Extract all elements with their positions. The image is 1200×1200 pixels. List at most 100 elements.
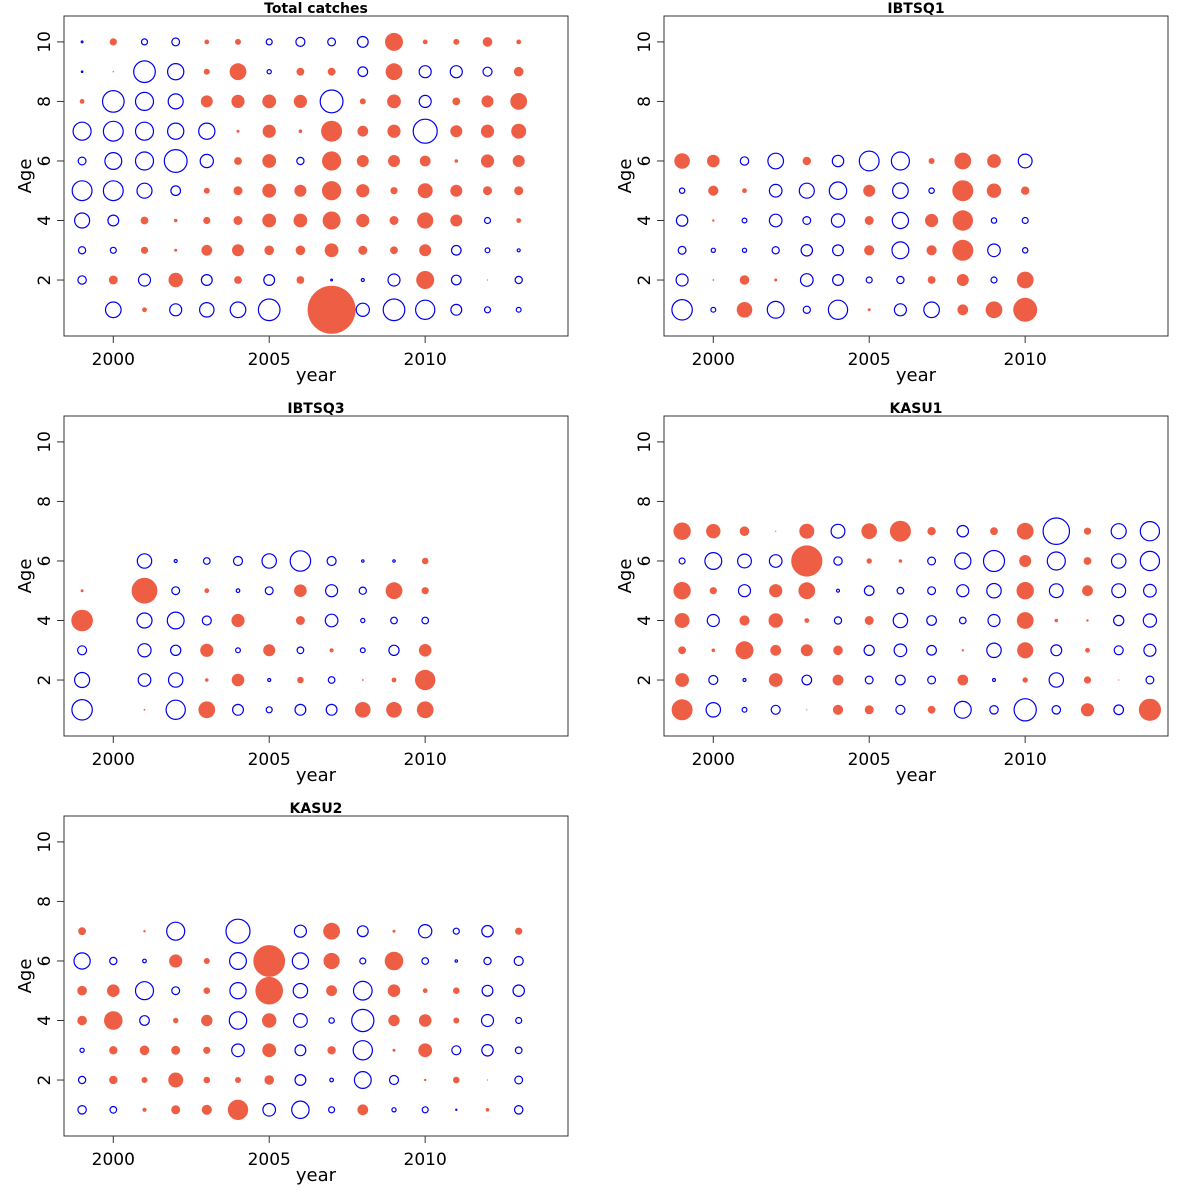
x-axis-label: year <box>296 365 337 386</box>
bubble-2011-age-5 <box>1048 583 1064 599</box>
bubble-1999-age-10 <box>80 40 84 44</box>
bubble-2003-age-5 <box>798 182 815 199</box>
bubble-2002-age-2 <box>167 672 184 688</box>
bubble-2008-age-4 <box>356 213 370 228</box>
bubble-2000-age-6 <box>104 152 123 171</box>
bubble-2010-age-1 <box>421 1106 429 1114</box>
bubble-2004-age-6 <box>833 556 843 566</box>
bubble-2005-age-4 <box>262 1013 277 1028</box>
x-tick-label: 2005 <box>848 750 891 770</box>
bubble-2003-age-4 <box>201 615 212 626</box>
bubble-2004-age-7 <box>236 129 240 133</box>
bubble-2006-age-1 <box>291 1100 310 1120</box>
bubble-2013-age-1 <box>513 1104 524 1115</box>
panel-kasu2: KASU2 2000 2005 2010 2 4 6 8 10 year Age <box>15 801 569 1186</box>
bubble-2000-age-1 <box>109 1105 118 1114</box>
bubble-2003-age-5 <box>203 187 210 194</box>
bubble-2013-age-9 <box>513 66 524 77</box>
bubble-2009-age-5 <box>387 984 401 997</box>
bubble-2009-age-2 <box>990 276 998 284</box>
x-tick-label: 2000 <box>92 1150 135 1170</box>
bubble-2003-age-2 <box>205 678 209 682</box>
bubble-2011-age-1 <box>450 303 463 316</box>
bubble-2002-age-3 <box>771 246 780 255</box>
bubble-2005-age-5 <box>264 586 274 596</box>
bubble-2005-age-7 <box>861 523 877 539</box>
bubble-2005-age-3 <box>264 245 275 256</box>
bubble-2003-age-3 <box>203 1046 211 1054</box>
bubble-2012-age-2 <box>486 1079 489 1081</box>
bubble-2007-age-6 <box>322 151 342 171</box>
bubble-2009-age-5 <box>390 187 398 195</box>
plot-frame <box>663 415 1169 737</box>
x-tick-label: 2000 <box>92 750 135 770</box>
bubble-2000-age-7 <box>102 120 124 142</box>
bubble-2010-age-4 <box>1021 216 1029 225</box>
bubble-2010-age-2 <box>416 271 435 289</box>
bubble-2009-age-4 <box>390 616 398 625</box>
bubble-2010-age-3 <box>418 644 432 657</box>
bubble-2001-age-10 <box>140 38 149 46</box>
bubble-2004-age-2 <box>234 276 242 284</box>
bubble-2008-age-5 <box>352 980 373 1001</box>
bubble-2010-age-4 <box>1016 612 1034 629</box>
bubble-2013-age-1 <box>515 306 522 313</box>
y-axis-label: Age <box>15 559 36 594</box>
bubble-2012-age-5 <box>483 186 492 196</box>
bubble-1999-age-5 <box>678 187 686 195</box>
bubble-2007-age-4 <box>328 1017 335 1024</box>
bubble-2002-age-4 <box>768 213 783 228</box>
bubble-1999-age-4 <box>73 212 91 229</box>
y-tick-label: 2 <box>635 275 655 286</box>
y-tick-label: 8 <box>635 496 655 507</box>
bubble-2010-age-7 <box>418 923 433 939</box>
bubble-2011-age-6 <box>454 959 459 963</box>
y-tick-label: 10 <box>35 831 55 853</box>
bubble-1999-age-4 <box>77 1015 87 1026</box>
bubble-2000-age-9 <box>112 70 115 73</box>
panel-title: KASU1 <box>890 401 943 417</box>
bubble-1999-age-7 <box>72 121 92 141</box>
bubble-2013-age-5 <box>514 186 524 196</box>
bubble-2003-age-1 <box>199 301 215 318</box>
plot-frame <box>63 815 569 1137</box>
bubble-2004-age-1 <box>232 703 245 716</box>
bubble-2012-age-4 <box>1086 619 1089 622</box>
bubble-2002-age-1 <box>770 704 781 715</box>
bubble-2009-age-3 <box>987 243 1001 258</box>
bubble-2013-age-5 <box>1111 583 1127 599</box>
bubble-2007-age-7 <box>321 120 343 142</box>
bubble-2014-age-6 <box>1139 550 1161 572</box>
panel-title: KASU2 <box>290 801 343 817</box>
bubble-2008-age-4 <box>952 210 973 231</box>
bubble-2007-age-4 <box>324 613 339 628</box>
bubble-2006-age-4 <box>891 211 910 230</box>
bubble-2001-age-2 <box>739 275 750 285</box>
bubble-2014-age-4 <box>1142 613 1158 628</box>
bubble-2010-age-2 <box>1022 677 1028 683</box>
bubble-2009-age-6 <box>388 155 400 167</box>
bubble-2010-age-4 <box>418 1014 432 1027</box>
axes: 2000 2005 2010 2 4 6 8 10 <box>635 431 1047 770</box>
bubble-2000-age-6 <box>109 956 118 966</box>
bubble-2011-age-7 <box>450 125 463 138</box>
bubble-2004-age-3 <box>231 1043 245 1058</box>
bubble-2013-age-4 <box>516 218 522 223</box>
bubble-2012-age-2 <box>1083 676 1092 684</box>
bubble-2005-age-7 <box>262 124 276 138</box>
bubble-2011-age-4 <box>1054 618 1059 623</box>
y-tick-label: 10 <box>635 31 655 53</box>
bubble-2004-age-6 <box>229 952 248 971</box>
bubble-2012-age-6 <box>1083 557 1092 565</box>
bubble-2013-age-6 <box>512 155 525 167</box>
panel-title: IBTSQ3 <box>287 401 344 417</box>
bubble-2010-age-6 <box>1019 555 1032 567</box>
bubble-2001-age-6 <box>134 151 155 171</box>
bubble-1999-age-5 <box>80 589 84 593</box>
bubble-2013-age-4 <box>515 1016 523 1025</box>
bubble-2008-age-3 <box>358 245 368 255</box>
bubble-2011-age-3 <box>450 244 462 256</box>
bubble-2002-age-5 <box>170 185 182 197</box>
y-tick-label: 8 <box>35 496 55 507</box>
plot-frame <box>63 415 569 737</box>
